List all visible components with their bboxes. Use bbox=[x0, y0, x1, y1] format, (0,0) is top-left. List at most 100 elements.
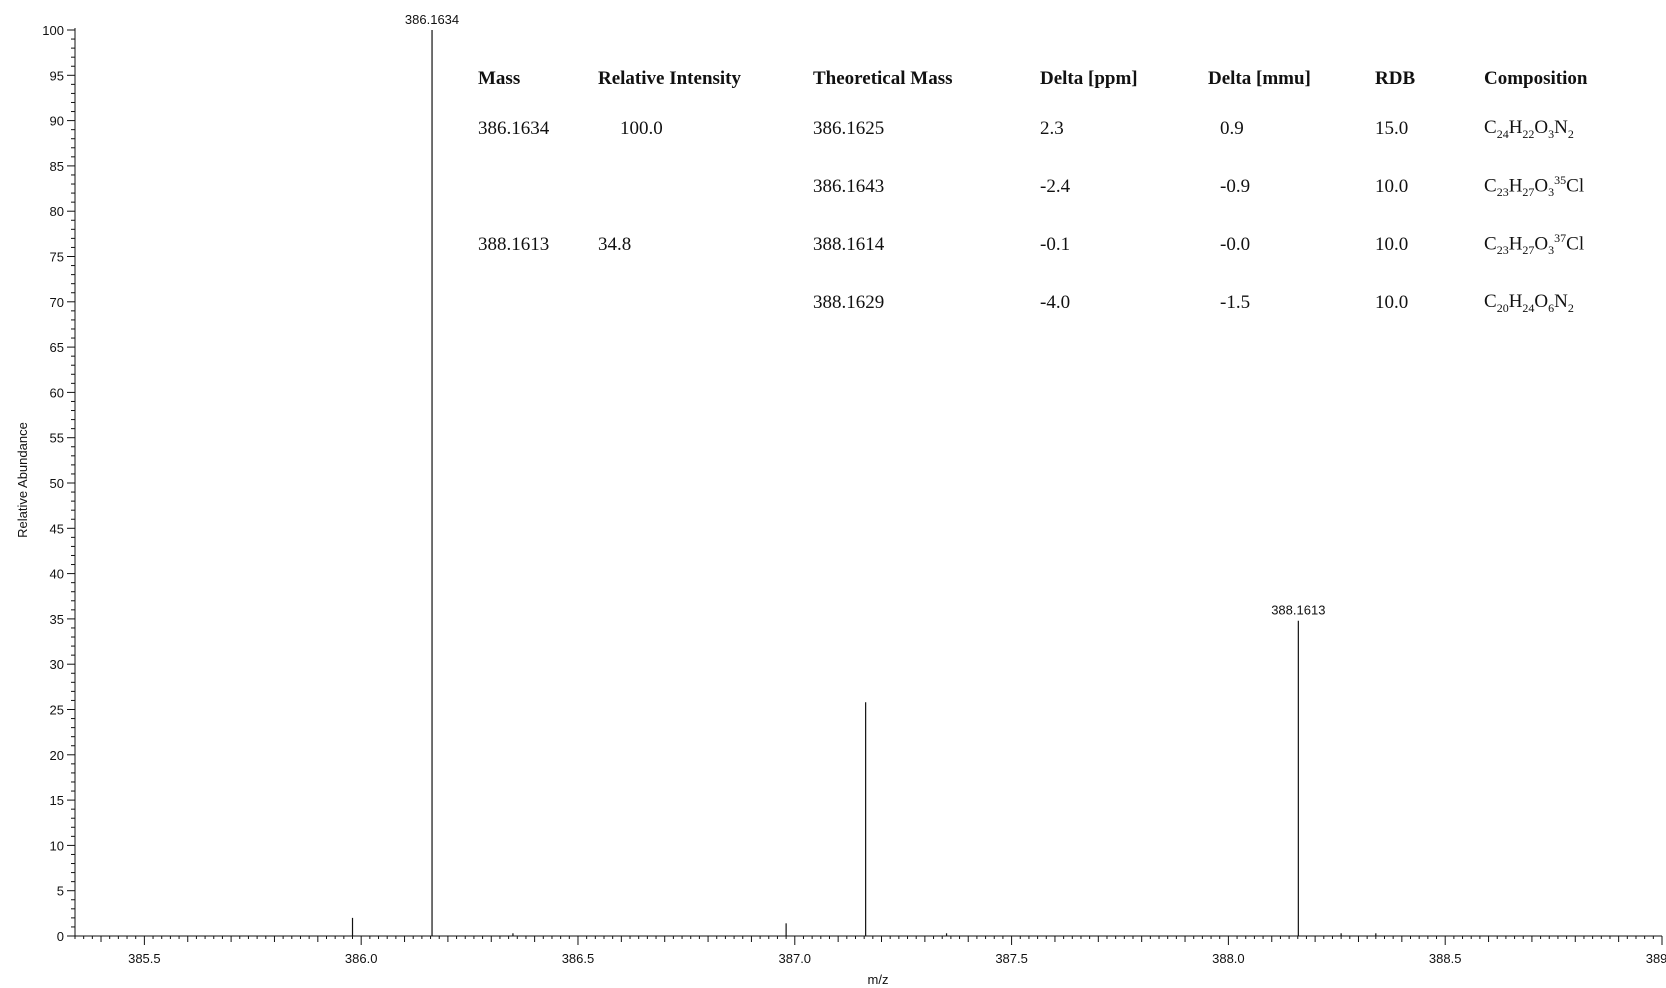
y-tick-label: 50 bbox=[50, 476, 64, 491]
x-tick-label: 385.5 bbox=[128, 951, 161, 966]
formula-element: O bbox=[1534, 233, 1549, 255]
formula-sub: 22 bbox=[1522, 126, 1535, 141]
formula-element: C bbox=[1484, 116, 1497, 138]
formula-element: C bbox=[1484, 175, 1497, 197]
cell-relative-intensity: 34.8 bbox=[598, 234, 632, 255]
header-delta-mmu: Delta [mmu] bbox=[1208, 68, 1311, 89]
y-tick-label: 10 bbox=[50, 838, 64, 853]
header-relative-intensity: Relative Intensity bbox=[598, 68, 742, 89]
cell-relative-intensity: 100.0 bbox=[620, 118, 663, 139]
formula-sub: 2 bbox=[1567, 126, 1574, 141]
cell-mass bbox=[478, 158, 598, 216]
y-tick-label: 70 bbox=[50, 295, 64, 310]
y-tick-label: 45 bbox=[50, 521, 64, 536]
formula-sub: 6 bbox=[1548, 300, 1555, 315]
cell-mass bbox=[478, 274, 598, 332]
header-theoretical-mass: Theoretical Mass bbox=[813, 68, 953, 89]
formula-element: O bbox=[1534, 175, 1549, 197]
cell-relative-intensity bbox=[598, 158, 813, 216]
table-row: 386.1643 -2.4 -0.9 10.0 C23H27O335Cl bbox=[478, 158, 1624, 216]
cell-delta-ppm: -2.4 bbox=[1040, 176, 1071, 197]
cell-theoretical-mass: 386.1643 bbox=[813, 176, 885, 197]
formula-sub: 2 bbox=[1567, 300, 1574, 315]
peak-label: 386.1634 bbox=[405, 12, 459, 27]
formula-element: C bbox=[1484, 290, 1497, 312]
formula-sub: 3 bbox=[1548, 126, 1555, 141]
formula-element: C bbox=[1484, 233, 1497, 255]
formula-sub: 20 bbox=[1496, 300, 1509, 315]
x-tick-label: 388.5 bbox=[1429, 951, 1462, 966]
formula-sub: 23 bbox=[1496, 243, 1509, 258]
y-tick-label: 95 bbox=[50, 68, 64, 83]
x-tick-label: 386.0 bbox=[345, 951, 378, 966]
cell-composition: C24H22O3N2 bbox=[1484, 100, 1624, 158]
cell-delta-ppm: -0.1 bbox=[1040, 234, 1071, 255]
y-tick-label: 60 bbox=[50, 385, 64, 400]
header-composition: Composition bbox=[1484, 68, 1588, 89]
formula-sub: 24 bbox=[1496, 126, 1509, 141]
peak-label: 388.1613 bbox=[1271, 603, 1325, 618]
cell-theoretical-mass: 386.1625 bbox=[813, 118, 885, 139]
x-tick-label: 388.0 bbox=[1212, 951, 1245, 966]
y-tick-label: 55 bbox=[50, 431, 64, 446]
axes: 0 5 10 15 20 25 30 35 40 45 50 55 60 65 70 75 80 85 90 95 10… bbox=[42, 23, 1666, 966]
cell-delta-mmu: -0.0 bbox=[1220, 234, 1251, 255]
cell-mass: 386.1634 bbox=[478, 118, 550, 139]
cell-delta-mmu: 0.9 bbox=[1220, 118, 1244, 139]
formula-element: H bbox=[1508, 116, 1523, 138]
cell-delta-ppm: -4.0 bbox=[1040, 292, 1071, 313]
y-tick-label: 80 bbox=[50, 204, 64, 219]
cell-composition: C20H24O6N2 bbox=[1484, 274, 1624, 332]
header-rdb: RDB bbox=[1375, 68, 1416, 89]
y-tick-label: 20 bbox=[50, 748, 64, 763]
formula-element: Cl bbox=[1566, 233, 1585, 255]
cell-relative-intensity bbox=[598, 274, 813, 332]
y-tick-label: 5 bbox=[57, 884, 64, 899]
cell-composition: C23H27O337Cl bbox=[1484, 216, 1624, 274]
formula-element: N bbox=[1554, 116, 1568, 138]
formula-element: O bbox=[1534, 116, 1549, 138]
cell-rdb: 10.0 bbox=[1375, 234, 1409, 255]
formula-sup: 37 bbox=[1554, 231, 1567, 246]
formula-sub: 24 bbox=[1522, 300, 1535, 315]
cell-rdb: 10.0 bbox=[1375, 292, 1409, 313]
cell-delta-mmu: -1.5 bbox=[1220, 292, 1251, 313]
y-tick-label: 65 bbox=[50, 340, 64, 355]
y-axis-label: Relative Abundance bbox=[15, 422, 30, 538]
x-tick-label: 386.5 bbox=[562, 951, 595, 966]
cell-composition: C23H27O335Cl bbox=[1484, 158, 1624, 216]
cell-theoretical-mass: 388.1629 bbox=[813, 292, 885, 313]
y-tick-label: 100 bbox=[42, 23, 64, 38]
peak-labels: 386.1634 388.1613 bbox=[405, 12, 1326, 618]
y-tick-label: 0 bbox=[57, 929, 64, 944]
formula-element: Cl bbox=[1566, 175, 1585, 197]
peaks bbox=[351, 30, 1377, 936]
table-row: 388.1629 -4.0 -1.5 10.0 C20H24O6N2 bbox=[478, 274, 1624, 332]
table-row: 388.1613 34.8 388.1614 -0.1 -0.0 10.0 C2… bbox=[478, 216, 1624, 274]
cell-mass: 388.1613 bbox=[478, 234, 550, 255]
x-axis-label: m/z bbox=[868, 972, 889, 987]
x-tick-label: 389.0 bbox=[1646, 951, 1666, 966]
y-tick-label: 35 bbox=[50, 612, 64, 627]
composition-table: Mass Relative Intensity Theoretical Mass… bbox=[478, 58, 1624, 332]
table-header-row: Mass Relative Intensity Theoretical Mass… bbox=[478, 58, 1624, 100]
formula-sub: 27 bbox=[1522, 243, 1535, 258]
header-delta-ppm: Delta [ppm] bbox=[1040, 68, 1138, 89]
formula-element: H bbox=[1508, 233, 1523, 255]
x-tick-label: 387.5 bbox=[995, 951, 1028, 966]
formula-sub: 23 bbox=[1496, 185, 1509, 200]
formula-element: H bbox=[1508, 175, 1523, 197]
y-tick-label: 40 bbox=[50, 567, 64, 582]
cell-delta-ppm: 2.3 bbox=[1040, 118, 1064, 139]
y-tick-label: 25 bbox=[50, 703, 64, 718]
formula-element: H bbox=[1508, 290, 1523, 312]
y-tick-label: 15 bbox=[50, 793, 64, 808]
cell-theoretical-mass: 388.1614 bbox=[813, 234, 885, 255]
cell-rdb: 15.0 bbox=[1375, 118, 1409, 139]
formula-element: N bbox=[1554, 290, 1568, 312]
y-tick-label: 30 bbox=[50, 657, 64, 672]
x-tick-label: 387.0 bbox=[779, 951, 812, 966]
formula-element: O bbox=[1534, 290, 1549, 312]
formula-sub: 27 bbox=[1522, 185, 1535, 200]
